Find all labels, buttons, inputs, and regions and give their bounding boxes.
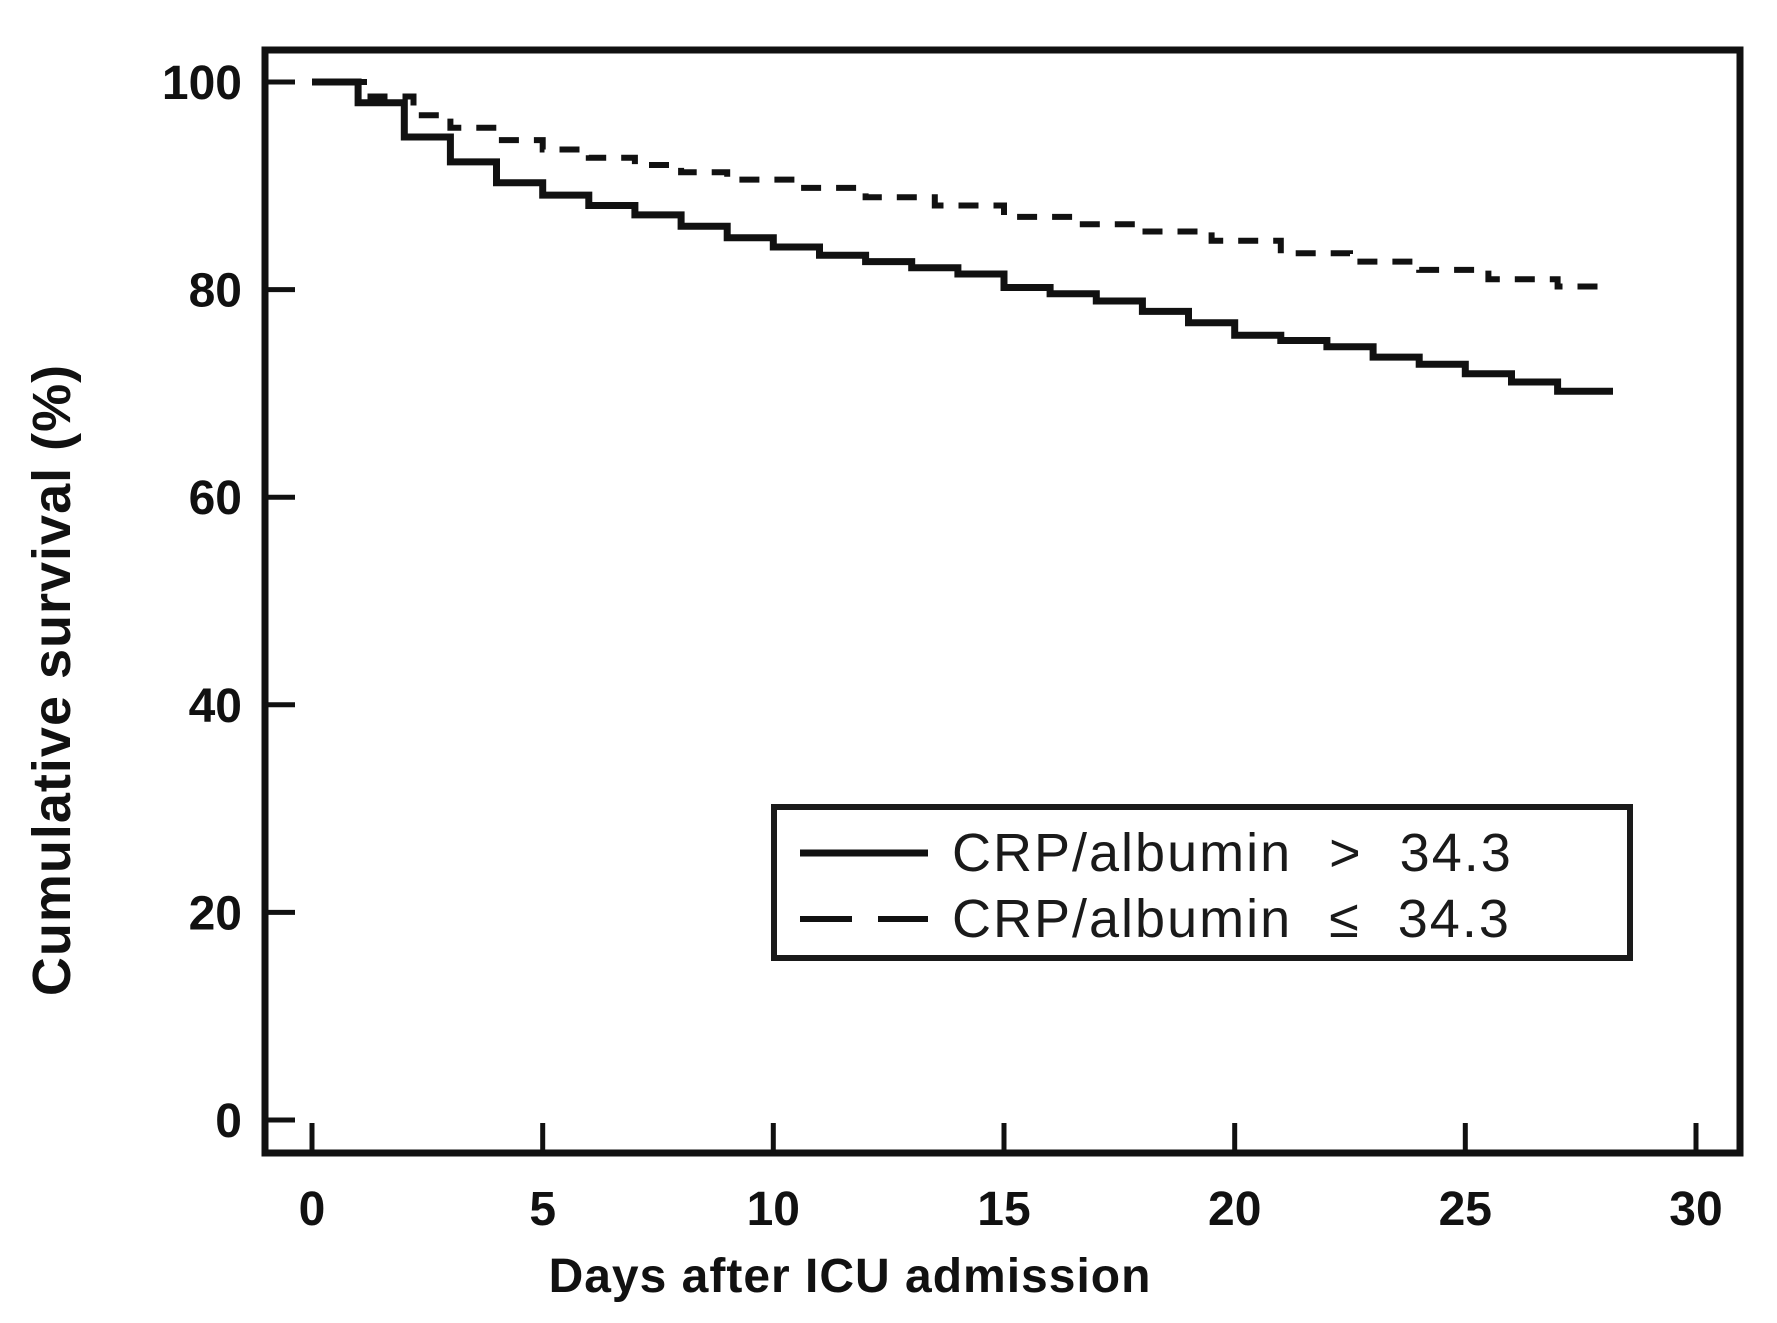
legend-label-crp-low: CRP/albumin ≤ 34.3: [952, 889, 1511, 949]
x-tick-label: 5: [529, 1183, 556, 1236]
y-tick-label: 100: [162, 57, 242, 110]
plot-frame: [261, 46, 1744, 1157]
x-axis-ticks: [309, 1123, 1699, 1153]
x-tick-label: 20: [1208, 1183, 1261, 1236]
x-tick-label: 25: [1439, 1183, 1492, 1236]
y-axis-ticks: [265, 79, 295, 1123]
y-tick-label: 60: [189, 472, 242, 525]
legend-box: [771, 804, 1633, 961]
x-tick-label: 15: [977, 1183, 1030, 1236]
y-tick-label: 40: [189, 680, 242, 733]
x-tick-label: 0: [299, 1183, 326, 1236]
y-tick-label: 0: [215, 1095, 242, 1148]
y-axis-tick-labels: 0 20 40 60 80 100: [162, 57, 242, 1148]
legend: CRP/albumin > 34.3 CRP/albumin ≤ 34.3: [771, 804, 1633, 961]
series-line-crp-high: [312, 78, 1613, 395]
y-tick-label: 80: [189, 265, 242, 318]
legend-label-crp-high: CRP/albumin > 34.3: [952, 823, 1513, 883]
x-axis-tick-labels: 0 5 10 15 20 25 30: [299, 1183, 1723, 1236]
x-tick-label: 30: [1669, 1183, 1722, 1236]
y-axis-title: Cumulative survival (%): [22, 364, 82, 996]
y-tick-label: 20: [189, 887, 242, 940]
x-axis-title: Days after ICU admission: [549, 1250, 1152, 1303]
x-tick-label: 10: [747, 1183, 800, 1236]
